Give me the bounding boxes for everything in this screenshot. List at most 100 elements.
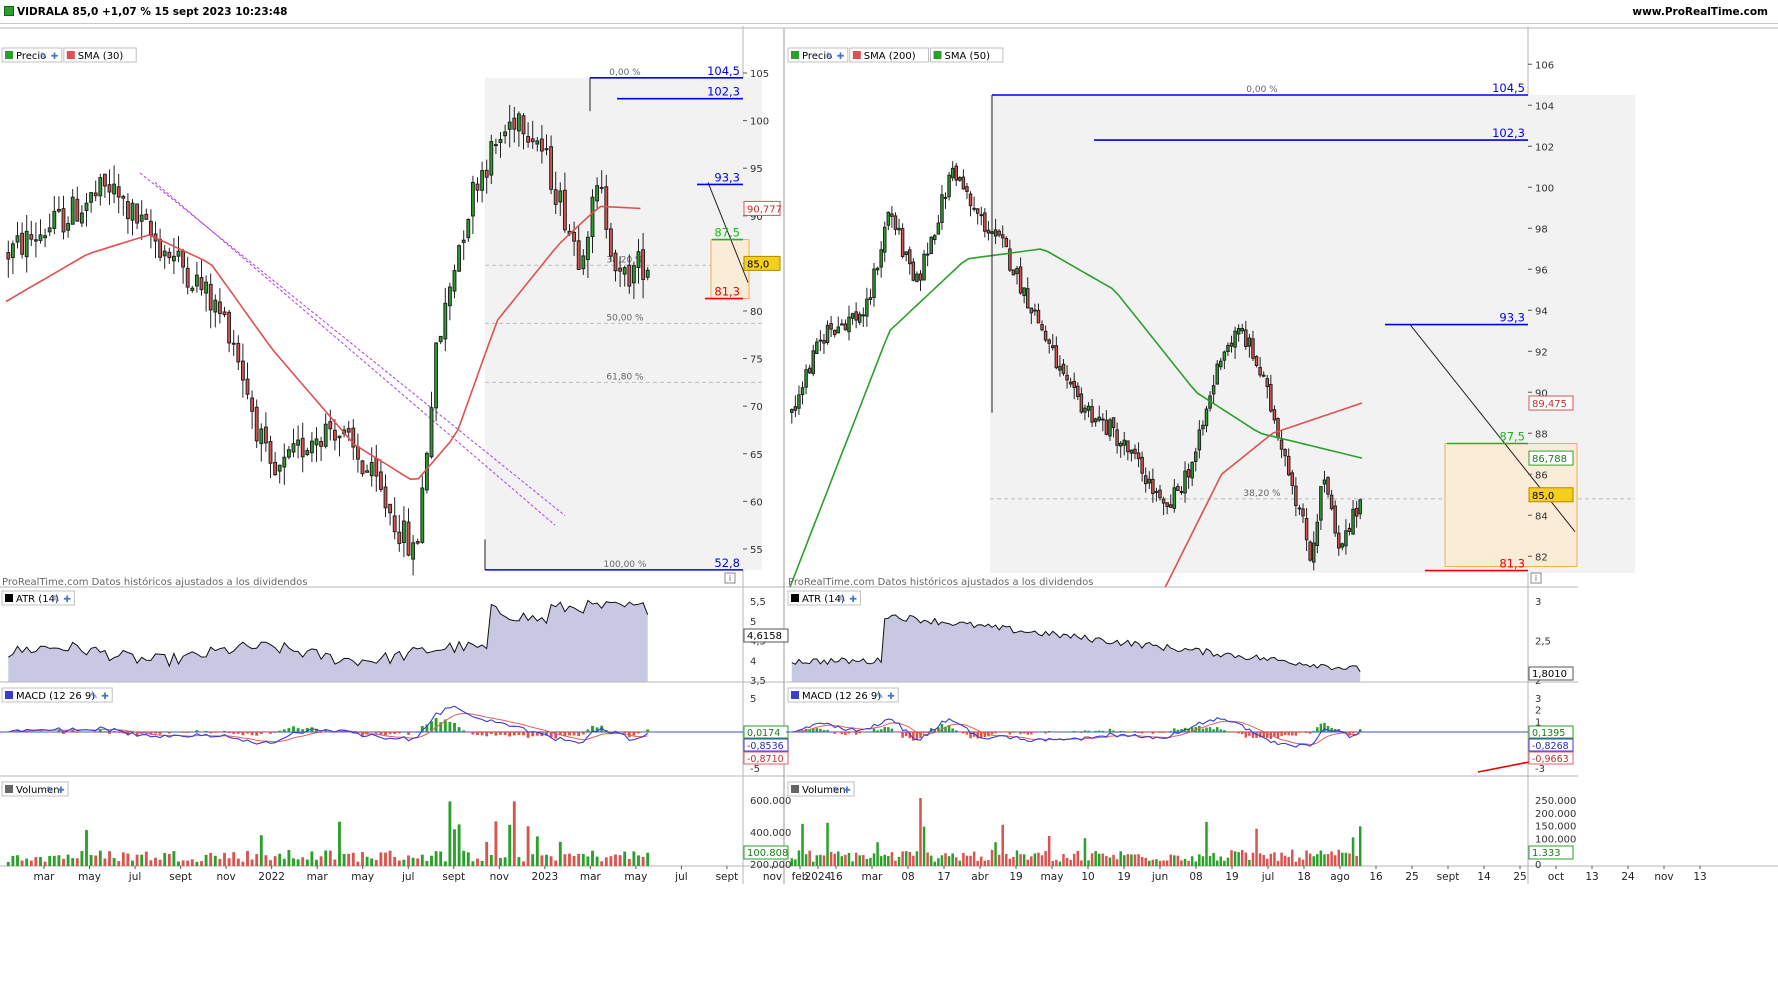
left-macd-hist-bar [232, 732, 236, 734]
left-macd-hist-bar [80, 731, 84, 733]
left-volume-bar [324, 850, 328, 866]
left-candle-body [447, 286, 452, 307]
left-volume-wrench-icon[interactable]: ✎ [46, 786, 54, 796]
right-atr-add-icon[interactable]: ✚ [849, 595, 857, 605]
left-price-legend-item[interactable] [1, 47, 63, 63]
left-price-tag-text: 90,777 [747, 204, 782, 215]
right-macd-hist-bar [1316, 727, 1319, 732]
right-volume-bar [965, 855, 969, 866]
left-atr-wrench-icon[interactable]: ✎ [52, 595, 60, 605]
left-volume-add-icon[interactable]: ✚ [57, 786, 65, 796]
left-candle-body [604, 186, 609, 230]
right-candle-body [836, 326, 841, 334]
left-atr-add-icon[interactable]: ✚ [63, 595, 71, 605]
right-volume-bar [1008, 858, 1012, 866]
right-price-add-icon[interactable]: ✚ [837, 52, 845, 62]
left-macd-hist-bar [641, 732, 645, 733]
right-volume-add-icon[interactable]: ✚ [843, 786, 851, 796]
left-macd-hist-bar [522, 732, 525, 736]
right-macd-hist-bar [1341, 731, 1344, 732]
right-volume-bar [1355, 855, 1358, 866]
right-volume-bar [1040, 855, 1044, 866]
right-fib-label: 38,20 % [1243, 489, 1281, 499]
left-macd-hist-bar [609, 731, 613, 733]
left-volume-bar [282, 858, 286, 866]
right-macd-hist-bar [790, 732, 794, 733]
left-candle-body [194, 274, 199, 287]
right-macd-legend-item[interactable] [787, 687, 899, 703]
left-price-tick-label: 65 [750, 450, 763, 461]
chart-workspace[interactable]: 0,00 %38,20 %50,00 %61,80 %100,00 %104,5… [0, 24, 1778, 1000]
left-candle-body [475, 183, 480, 191]
left-volume-bar [402, 859, 406, 866]
right-volume-bar [1165, 860, 1169, 866]
right-atr-wrench-icon[interactable]: ✎ [838, 595, 846, 605]
left-macd-hist-bar [204, 731, 208, 732]
right-macd-hist-bar [1344, 731, 1348, 733]
left-atr-legend-item[interactable] [1, 590, 75, 606]
right-volume-bar [1026, 859, 1029, 866]
right-macd-tag-text: -0,8268 [1532, 741, 1569, 752]
right-volume-bar [1330, 851, 1333, 866]
right-macd-hist-bar [937, 727, 940, 732]
right-price-wrench-icon[interactable]: ✎ [826, 52, 834, 62]
left-macd-hist-bar [209, 732, 213, 734]
right-macd-hist-bar [926, 732, 929, 733]
title-bar: VIDRALA 85,0 +1,07 % 15 sept 2023 10:23:… [0, 0, 1778, 24]
right-volume-legend-item[interactable] [787, 781, 855, 797]
right-macd-hist-bar [847, 732, 851, 734]
left-volume-bar [384, 852, 387, 866]
left-macd-wrench-icon[interactable]: ✎ [90, 692, 98, 702]
right-macd-hist-bar [1219, 729, 1223, 732]
right-macd-wrench-icon[interactable]: ✎ [876, 692, 884, 702]
left-macd-add-icon[interactable]: ✚ [101, 692, 109, 702]
right-candle-body [908, 249, 912, 265]
left-volume-legend-item[interactable] [1, 781, 69, 797]
left-atr-tick-label: 5,5 [750, 597, 766, 608]
right-volume-wrench-icon[interactable]: ✎ [832, 786, 840, 796]
left-volume-bar [108, 851, 111, 866]
left-volume-bar [264, 855, 268, 866]
right-macd-add-icon[interactable]: ✚ [887, 692, 895, 702]
right-candle-body [1244, 329, 1248, 348]
left-candle-body [641, 249, 646, 280]
left-info-icon[interactable] [724, 572, 736, 584]
right-price-legend-item[interactable] [787, 47, 849, 63]
right-macd-hist-bar [815, 728, 819, 732]
left-candle-body [217, 301, 222, 315]
left-volume-bar [508, 824, 512, 866]
right-macd-signal-line [791, 720, 1361, 746]
right-atr-legend-item[interactable] [787, 590, 861, 606]
left-volume-bar [411, 857, 415, 866]
left-candle-body [181, 250, 186, 268]
left-volume-bar [568, 853, 571, 866]
left-volume-bar [135, 854, 139, 866]
right-macd-hist-bar [829, 731, 833, 732]
left-macd-tick-label: -5 [750, 764, 760, 775]
right-volume-bar [1240, 849, 1244, 866]
right-price-legend-item[interactable] [930, 47, 1004, 63]
right-info-icon[interactable] [1530, 572, 1542, 584]
left-candle-body [277, 464, 282, 472]
right-macd-hist-bar [1276, 732, 1280, 739]
left-volume-bar [52, 855, 56, 866]
right-candle-body [983, 212, 987, 232]
left-fib-label: 0,00 % [609, 68, 641, 78]
left-price-add-icon[interactable]: ✚ [51, 52, 59, 62]
left-macd-hist-bar [218, 732, 222, 733]
right-volume-bar [904, 851, 908, 866]
site-link[interactable]: www.ProRealTime.com [1632, 6, 1768, 18]
left-macd-signal-line [8, 712, 648, 743]
left-volume-bar [89, 855, 93, 866]
right-macd-tag [1528, 725, 1574, 739]
right-macd-hist-bar [1065, 731, 1069, 733]
right-price-legend-item[interactable] [849, 47, 929, 63]
right-candle-body [1086, 405, 1091, 411]
right-candle-body [1204, 408, 1209, 427]
left-price-wrench-icon[interactable]: ✎ [40, 52, 48, 62]
left-macd-legend-item[interactable] [1, 687, 113, 703]
left-level-label: 52,8 [714, 556, 740, 570]
left-price-legend-item[interactable] [63, 47, 137, 63]
right-macd-hist-bar [997, 732, 1001, 733]
left-volume-bar [430, 855, 433, 866]
